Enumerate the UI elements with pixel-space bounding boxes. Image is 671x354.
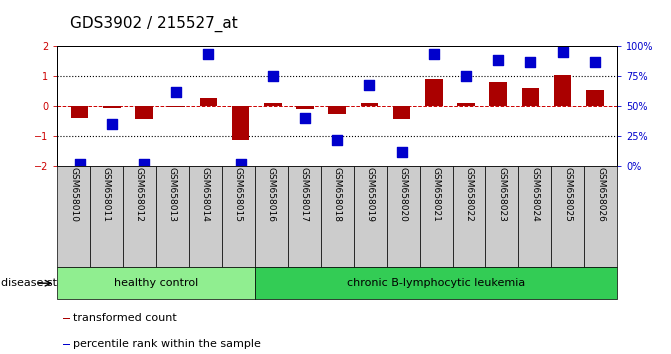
Point [268, 73, 278, 79]
Text: GSM658022: GSM658022 [464, 167, 474, 222]
Point [525, 59, 535, 64]
Point [589, 59, 600, 64]
Point [236, 161, 246, 167]
Bar [554, 75, 572, 106]
Text: GSM658010: GSM658010 [69, 167, 78, 222]
Bar [425, 79, 443, 106]
Point [107, 121, 117, 127]
Text: GSM658014: GSM658014 [201, 167, 210, 222]
Text: GDS3902 / 215527_at: GDS3902 / 215527_at [70, 16, 238, 32]
Point [557, 49, 568, 55]
Text: GSM658021: GSM658021 [431, 167, 441, 222]
Text: healthy control: healthy control [114, 278, 198, 288]
Point [332, 137, 343, 143]
Point [171, 89, 182, 95]
Bar [231, 106, 250, 140]
Bar [360, 103, 378, 106]
Text: GSM658015: GSM658015 [234, 167, 243, 222]
Point [300, 115, 311, 121]
Text: disease state: disease state [1, 278, 75, 288]
Bar [393, 106, 411, 119]
Bar [328, 106, 346, 114]
Point [139, 161, 150, 167]
Text: GSM658019: GSM658019 [366, 167, 374, 222]
Bar [457, 103, 475, 106]
Bar [521, 88, 539, 106]
Text: GSM658026: GSM658026 [597, 167, 605, 222]
Bar [103, 106, 121, 108]
Bar [489, 81, 507, 106]
Bar [296, 106, 314, 109]
Text: GSM658012: GSM658012 [135, 167, 144, 222]
Point [428, 52, 439, 57]
Bar [586, 90, 604, 106]
Point [74, 161, 85, 167]
Bar [135, 106, 153, 119]
Point [364, 82, 374, 87]
Bar [70, 106, 89, 118]
Bar [199, 98, 217, 106]
Point [460, 73, 471, 79]
Text: transformed count: transformed count [72, 313, 176, 323]
Text: GSM658013: GSM658013 [168, 167, 177, 222]
Text: percentile rank within the sample: percentile rank within the sample [72, 339, 260, 349]
Text: GSM658020: GSM658020 [399, 167, 407, 222]
Bar [264, 103, 282, 106]
Text: GSM658018: GSM658018 [333, 167, 342, 222]
Text: GSM658011: GSM658011 [102, 167, 111, 222]
Bar [62, 318, 70, 319]
Text: GSM658016: GSM658016 [267, 167, 276, 222]
Text: GSM658024: GSM658024 [530, 167, 539, 222]
Bar [167, 106, 185, 107]
Text: chronic B-lymphocytic leukemia: chronic B-lymphocytic leukemia [347, 278, 525, 288]
Point [493, 58, 503, 63]
Point [203, 52, 214, 57]
Text: GSM658025: GSM658025 [564, 167, 572, 222]
Text: GSM658023: GSM658023 [497, 167, 507, 222]
Point [396, 149, 407, 155]
Text: GSM658017: GSM658017 [300, 167, 309, 222]
